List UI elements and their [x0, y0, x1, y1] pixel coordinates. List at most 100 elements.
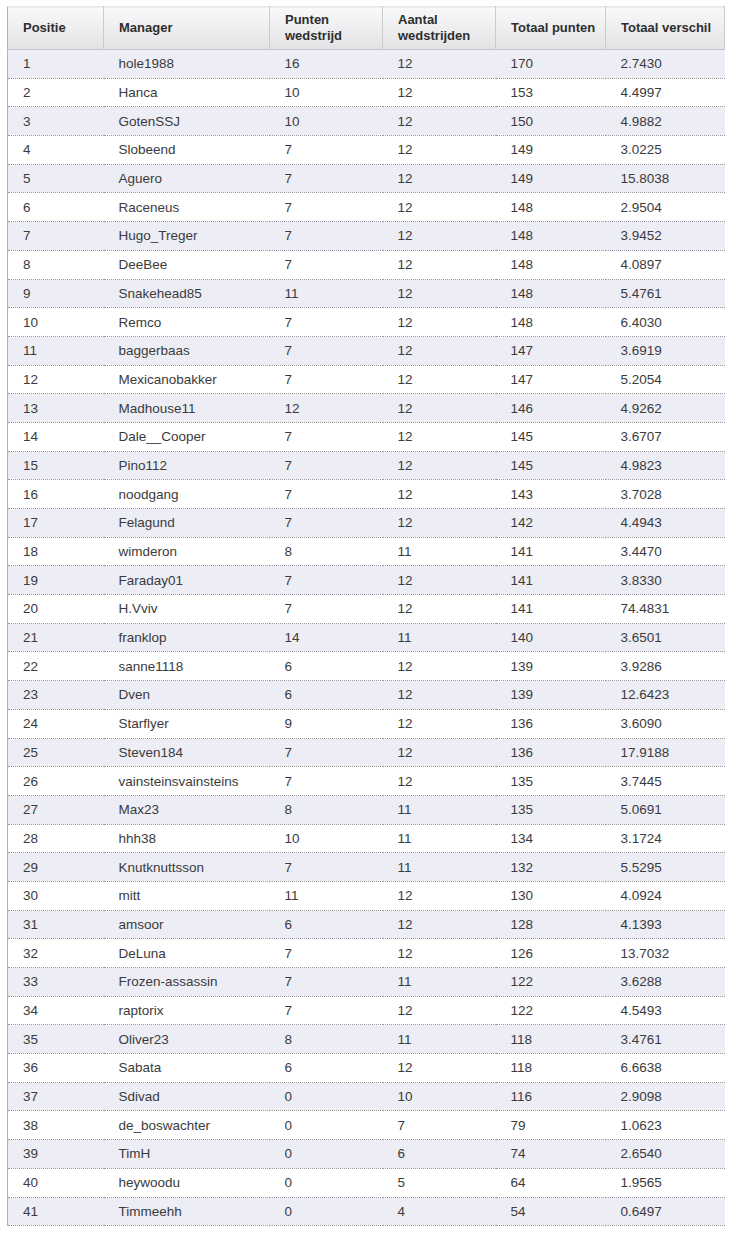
table-header: PositieManagerPunten wedstrijdAantal wed… [8, 7, 725, 50]
cell-punten-wedstrijd: 11 [270, 881, 383, 910]
cell-totaal-punten: 136 [496, 738, 606, 767]
cell-manager: DeLuna [104, 939, 270, 968]
cell-punten-wedstrijd: 14 [270, 623, 383, 652]
table-row: 2Hanca10121534.4997 [8, 78, 725, 107]
cell-manager: Faraday01 [104, 566, 270, 595]
cell-punten-wedstrijd: 7 [270, 336, 383, 365]
cell-totaal-verschil: 13.7032 [606, 939, 725, 968]
cell-manager: baggerbaas [104, 336, 270, 365]
cell-totaal-verschil: 3.8330 [606, 566, 725, 595]
cell-aantal-wedstrijden: 12 [383, 308, 496, 337]
cell-positie: 10 [8, 308, 104, 337]
cell-manager: heywoodu [104, 1168, 270, 1197]
table-row: 1hole198816121702.7430 [8, 50, 725, 79]
cell-aantal-wedstrijden: 12 [383, 107, 496, 136]
table-row: 3GotenSSJ10121504.9882 [8, 107, 725, 136]
cell-manager: de_boswachter [104, 1111, 270, 1140]
table-row: 4Slobeend7121493.0225 [8, 136, 725, 165]
cell-aantal-wedstrijden: 12 [383, 279, 496, 308]
column-header-manager: Manager [104, 7, 270, 50]
cell-aantal-wedstrijden: 12 [383, 1054, 496, 1083]
cell-punten-wedstrijd: 6 [270, 681, 383, 710]
cell-totaal-verschil: 4.9262 [606, 394, 725, 423]
cell-positie: 35 [8, 1025, 104, 1054]
table-row: 34raptorix7121224.5493 [8, 996, 725, 1025]
cell-positie: 28 [8, 824, 104, 853]
cell-aantal-wedstrijden: 12 [383, 394, 496, 423]
cell-punten-wedstrijd: 10 [270, 107, 383, 136]
cell-aantal-wedstrijden: 12 [383, 336, 496, 365]
cell-totaal-punten: 118 [496, 1025, 606, 1054]
cell-positie: 7 [8, 222, 104, 251]
cell-manager: Dale__Cooper [104, 422, 270, 451]
cell-totaal-verschil: 3.6707 [606, 422, 725, 451]
table-row: 17Felagund7121424.4943 [8, 509, 725, 538]
cell-aantal-wedstrijden: 11 [383, 623, 496, 652]
cell-aantal-wedstrijden: 11 [383, 824, 496, 853]
table-row: 14Dale__Cooper7121453.6707 [8, 422, 725, 451]
cell-totaal-punten: 122 [496, 968, 606, 997]
table-row: 39TimH06742.6540 [8, 1140, 725, 1169]
cell-totaal-verschil: 4.9823 [606, 451, 725, 480]
cell-totaal-punten: 134 [496, 824, 606, 853]
cell-aantal-wedstrijden: 12 [383, 652, 496, 681]
cell-totaal-verschil: 3.9286 [606, 652, 725, 681]
cell-positie: 3 [8, 107, 104, 136]
cell-totaal-verschil: 4.4943 [606, 509, 725, 538]
table-row: 36Sabata6121186.6638 [8, 1054, 725, 1083]
cell-totaal-verschil: 3.9452 [606, 222, 725, 251]
cell-manager: H.Vviv [104, 595, 270, 624]
table-row: 41Timmeehh04540.6497 [8, 1197, 725, 1226]
cell-positie: 17 [8, 509, 104, 538]
cell-totaal-verschil: 3.7028 [606, 480, 725, 509]
cell-totaal-punten: 122 [496, 996, 606, 1025]
cell-totaal-punten: 64 [496, 1168, 606, 1197]
column-header-positie: Positie [8, 7, 104, 50]
cell-punten-wedstrijd: 7 [270, 996, 383, 1025]
table-row: 35Oliver238111183.4761 [8, 1025, 725, 1054]
cell-manager: Pino112 [104, 451, 270, 480]
cell-totaal-punten: 74 [496, 1140, 606, 1169]
cell-totaal-punten: 116 [496, 1082, 606, 1111]
cell-punten-wedstrijd: 7 [270, 308, 383, 337]
cell-aantal-wedstrijden: 12 [383, 480, 496, 509]
table-row: 9Snakehead8511121485.4761 [8, 279, 725, 308]
cell-manager: Snakehead85 [104, 279, 270, 308]
cell-totaal-verschil: 5.5295 [606, 853, 725, 882]
cell-punten-wedstrijd: 16 [270, 50, 383, 79]
table-row: 13Madhouse1112121464.9262 [8, 394, 725, 423]
table-body: 1hole198816121702.74302Hanca10121534.499… [8, 50, 725, 1226]
cell-punten-wedstrijd: 9 [270, 709, 383, 738]
table-row: 37Sdivad0101162.9098 [8, 1082, 725, 1111]
cell-aantal-wedstrijden: 12 [383, 193, 496, 222]
cell-positie: 33 [8, 968, 104, 997]
cell-punten-wedstrijd: 10 [270, 824, 383, 853]
cell-positie: 11 [8, 336, 104, 365]
cell-totaal-punten: 135 [496, 795, 606, 824]
table-row: 38de_boswachter07791.0623 [8, 1111, 725, 1140]
cell-punten-wedstrijd: 7 [270, 365, 383, 394]
cell-manager: raptorix [104, 996, 270, 1025]
cell-totaal-punten: 148 [496, 193, 606, 222]
cell-positie: 6 [8, 193, 104, 222]
cell-aantal-wedstrijden: 12 [383, 996, 496, 1025]
cell-totaal-punten: 135 [496, 767, 606, 796]
cell-positie: 8 [8, 250, 104, 279]
cell-positie: 16 [8, 480, 104, 509]
table-row: 6Raceneus7121482.9504 [8, 193, 725, 222]
cell-punten-wedstrijd: 0 [270, 1082, 383, 1111]
cell-manager: Hugo_Treger [104, 222, 270, 251]
cell-positie: 5 [8, 164, 104, 193]
cell-punten-wedstrijd: 0 [270, 1111, 383, 1140]
cell-aantal-wedstrijden: 12 [383, 422, 496, 451]
cell-manager: Aguero [104, 164, 270, 193]
cell-totaal-verschil: 3.6090 [606, 709, 725, 738]
column-header-totaal-punten: Totaal punten [496, 7, 606, 50]
cell-totaal-punten: 139 [496, 681, 606, 710]
cell-manager: Knutknuttsson [104, 853, 270, 882]
cell-manager: Oliver23 [104, 1025, 270, 1054]
cell-positie: 21 [8, 623, 104, 652]
cell-punten-wedstrijd: 0 [270, 1140, 383, 1169]
cell-punten-wedstrijd: 7 [270, 222, 383, 251]
cell-totaal-punten: 148 [496, 250, 606, 279]
